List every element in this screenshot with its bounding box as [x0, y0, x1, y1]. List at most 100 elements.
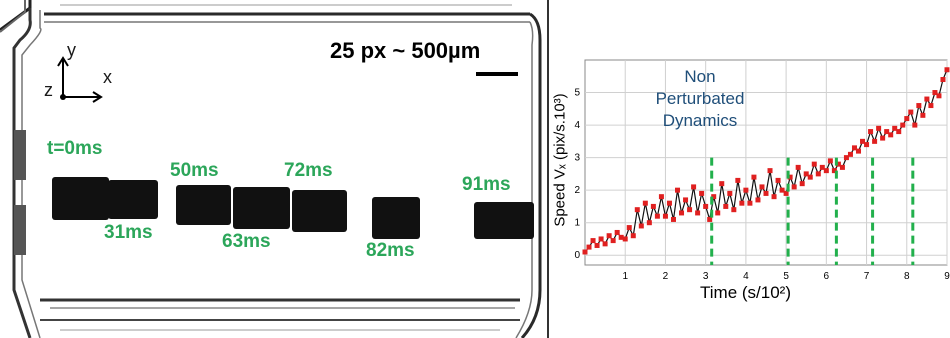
- speed-data-point: [819, 164, 825, 170]
- speed-data-point: [872, 138, 878, 144]
- speed-data-point: [827, 158, 833, 164]
- speed-data-point: [691, 184, 697, 190]
- speed-data-point: [811, 161, 817, 167]
- speed-data-point: [731, 207, 737, 213]
- y-tick-label: 2: [574, 185, 580, 196]
- speed-data-point: [650, 203, 656, 209]
- speed-data-point: [687, 207, 693, 213]
- x-tick-label: 8: [904, 271, 910, 282]
- speed-data-point: [932, 90, 938, 96]
- speed-data-point: [670, 216, 676, 222]
- speed-data-point: [586, 244, 592, 250]
- speed-data-point: [860, 138, 866, 144]
- speed-data-point: [771, 194, 777, 200]
- speed-data-point: [590, 238, 596, 244]
- speed-data-point: [707, 216, 713, 222]
- speed-data-point: [888, 132, 894, 138]
- x-tick-label: 1: [622, 271, 628, 282]
- axis-x-label: x: [103, 67, 112, 87]
- speed-data-point: [735, 177, 741, 183]
- speed-data-point: [618, 234, 624, 240]
- speed-data-point: [835, 161, 841, 167]
- x-tick-label: 7: [864, 271, 870, 282]
- speed-data-point: [892, 125, 898, 131]
- speed-data-point: [679, 210, 685, 216]
- y-tick-label: 1: [574, 218, 580, 229]
- speed-data-point: [751, 174, 757, 180]
- speed-data-point: [920, 112, 926, 118]
- speed-data-point: [775, 177, 781, 183]
- speed-data-point: [791, 184, 797, 190]
- y-tick-label: 4: [574, 120, 580, 131]
- speed-data-point: [787, 174, 793, 180]
- speed-data-point: [695, 210, 701, 216]
- speed-data-point: [924, 96, 930, 102]
- speed-data-point: [630, 233, 636, 239]
- speed-data-point: [662, 213, 668, 219]
- axis-z-label: z: [44, 80, 53, 100]
- scale-label: 25 px ~ 500µm: [330, 38, 481, 63]
- x-axis-title: Time (s/10²): [700, 283, 791, 302]
- frame-label: t=0ms: [47, 138, 103, 159]
- plot-area: [584, 59, 948, 266]
- speed-data-point: [666, 200, 672, 206]
- speed-data-point: [675, 187, 681, 193]
- speed-data-point: [851, 145, 857, 151]
- speed-data-point: [900, 122, 906, 128]
- speed-data-point: [719, 181, 725, 187]
- frame-label: 72ms: [284, 160, 333, 181]
- speed-data-point: [646, 220, 652, 226]
- speed-data-point: [606, 233, 612, 239]
- speed-data-point: [847, 151, 853, 157]
- speed-data-point: [602, 241, 608, 247]
- speed-data-point: [598, 236, 604, 242]
- speed-data-point: [727, 190, 733, 196]
- speed-data-point: [711, 194, 717, 200]
- x-tick-label: 9: [944, 271, 950, 282]
- speed-data-point: [912, 122, 918, 128]
- microscope-image: y z x 25 px ~ 500µm t=0ms 31ms 50ms 63ms…: [0, 0, 549, 338]
- x-tick-label: 6: [824, 271, 830, 282]
- channel-drawing: [0, 0, 549, 338]
- speed-data-point: [843, 155, 849, 161]
- speed-data-point: [594, 242, 600, 248]
- speed-data-point: [864, 142, 870, 148]
- speed-data-point: [944, 67, 950, 73]
- speed-data-point: [916, 103, 922, 109]
- speed-data-point: [683, 197, 689, 203]
- speed-data-point: [743, 187, 749, 193]
- scale-bar: [476, 72, 518, 76]
- speed-data-point: [699, 190, 705, 196]
- y-tick-label: 5: [574, 88, 580, 99]
- speed-data-point: [755, 197, 761, 203]
- axis-y-label: y: [67, 40, 76, 60]
- speed-data-point: [936, 93, 942, 99]
- speed-data-point: [582, 249, 588, 255]
- x-tick-label: 4: [743, 271, 749, 282]
- speed-data-point: [779, 187, 785, 193]
- speed-data-point: [803, 171, 809, 177]
- speed-data-point: [739, 200, 745, 206]
- y-tick-label: 3: [574, 153, 580, 164]
- speed-data-point: [807, 174, 813, 180]
- speed-data-point: [940, 77, 946, 83]
- speed-data-point: [622, 236, 628, 242]
- speed-data-point: [839, 164, 845, 170]
- annotation-line: Non: [684, 67, 716, 86]
- speed-data-point: [715, 210, 721, 216]
- speed-chart: 1 2 3 4 5 6 7 8 9 0 1 2 3 4 5: [574, 59, 950, 282]
- x-tick-label: 3: [703, 271, 709, 282]
- frame-label: 91ms: [462, 174, 511, 195]
- speed-data-point: [747, 200, 753, 206]
- speed-data-point: [795, 164, 801, 170]
- speed-data-point: [723, 203, 729, 209]
- speed-data-point: [642, 200, 648, 206]
- speed-data-point: [658, 194, 664, 200]
- speed-data-point: [815, 171, 821, 177]
- annotation-line: Dynamics: [662, 111, 738, 130]
- speed-data-point: [876, 125, 882, 131]
- speed-data-point: [856, 148, 862, 154]
- speed-data-point: [614, 229, 620, 235]
- frame-label: 50ms: [170, 160, 219, 181]
- speed-data-point: [823, 168, 829, 174]
